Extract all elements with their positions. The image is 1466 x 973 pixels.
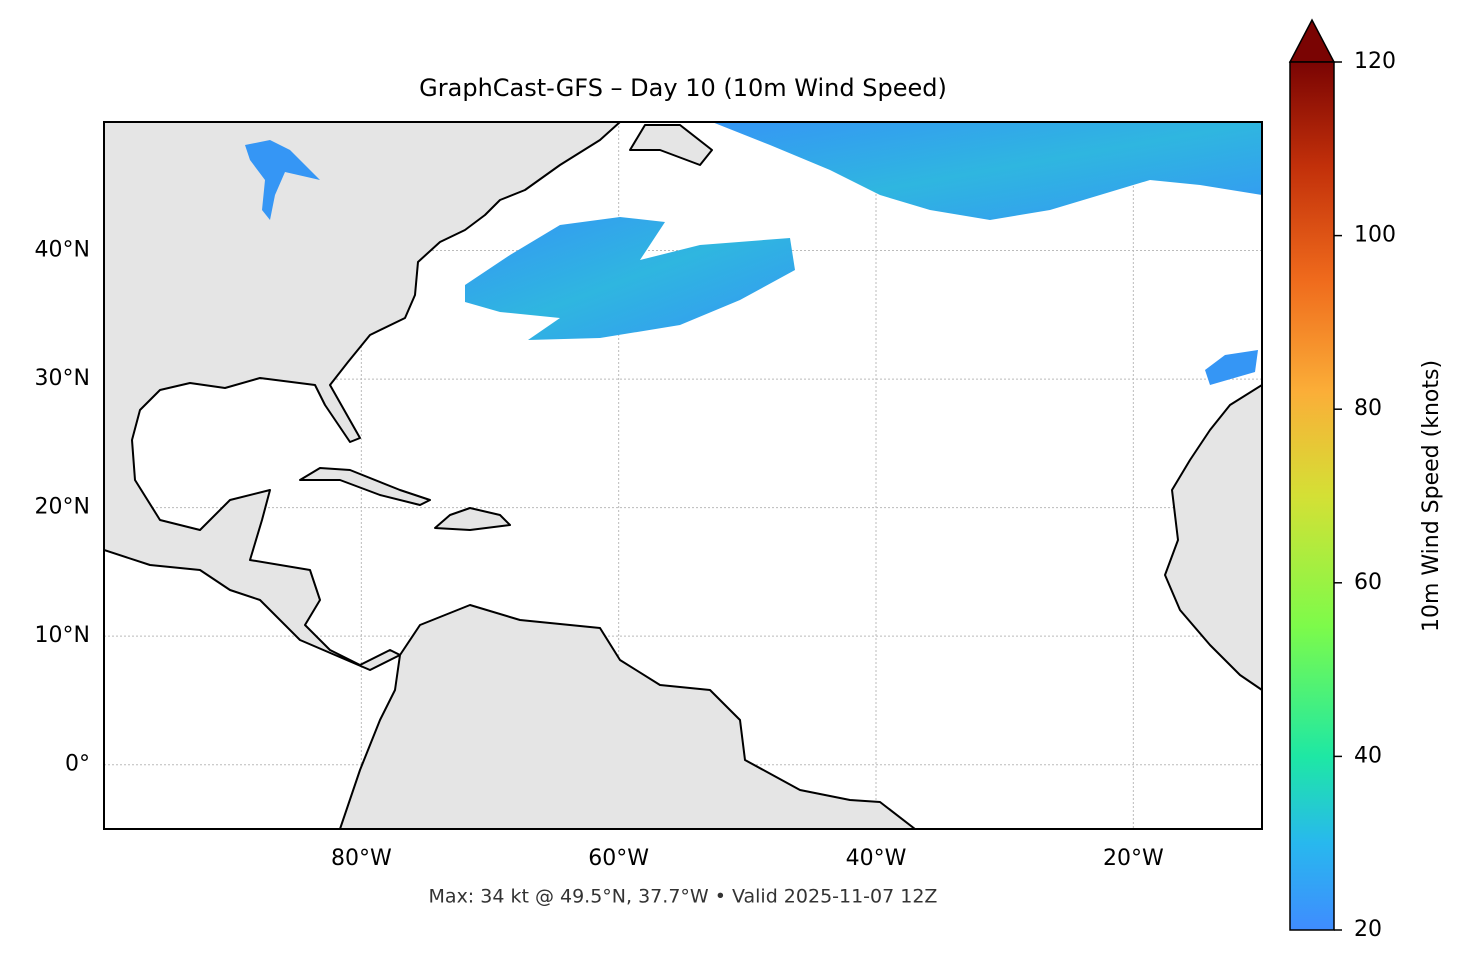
y-tick-label: 20°N	[35, 495, 90, 520]
colorbar-tick-label: 60	[1354, 570, 1382, 595]
colorbar-tick-label: 40	[1354, 743, 1382, 768]
colorbar-label: 10m Wind Speed (knots)	[1419, 360, 1444, 632]
footer-note: Max: 34 kt @ 49.5°N, 37.7°W • Valid 2025…	[429, 886, 938, 908]
y-tick-label: 0°	[65, 752, 90, 777]
cuba	[299, 467, 431, 506]
map-frame	[103, 121, 1263, 830]
y-tick-label: 40°N	[35, 238, 90, 263]
colorbar	[1289, 61, 1335, 931]
x-tick-label: 20°W	[1103, 846, 1164, 871]
colorbar-tick-label: 20	[1354, 917, 1382, 942]
colorbar-tick-label: 120	[1354, 49, 1396, 74]
hispaniola	[434, 507, 511, 531]
wind-swath	[465, 217, 795, 340]
colorbar-tick-label: 80	[1354, 396, 1382, 421]
map-layers	[104, 122, 1262, 829]
y-tick-label: 30°N	[35, 366, 90, 391]
x-tick-label: 80°W	[331, 846, 392, 871]
map-title: GraphCast-GFS – Day 10 (10m Wind Speed)	[419, 74, 947, 102]
wind-swath	[1205, 350, 1258, 385]
wind-swath	[245, 140, 320, 220]
africa	[1164, 384, 1262, 691]
south-america	[339, 604, 916, 829]
x-tick-label: 40°W	[846, 846, 907, 871]
wind-swath	[712, 122, 1262, 220]
colorbar-tick-label: 100	[1354, 223, 1396, 248]
colorbar-extend	[1288, 18, 1336, 63]
newfoundland	[629, 124, 713, 166]
y-tick-label: 10°N	[35, 623, 90, 648]
north-america	[104, 122, 621, 671]
x-tick-label: 60°W	[588, 846, 649, 871]
